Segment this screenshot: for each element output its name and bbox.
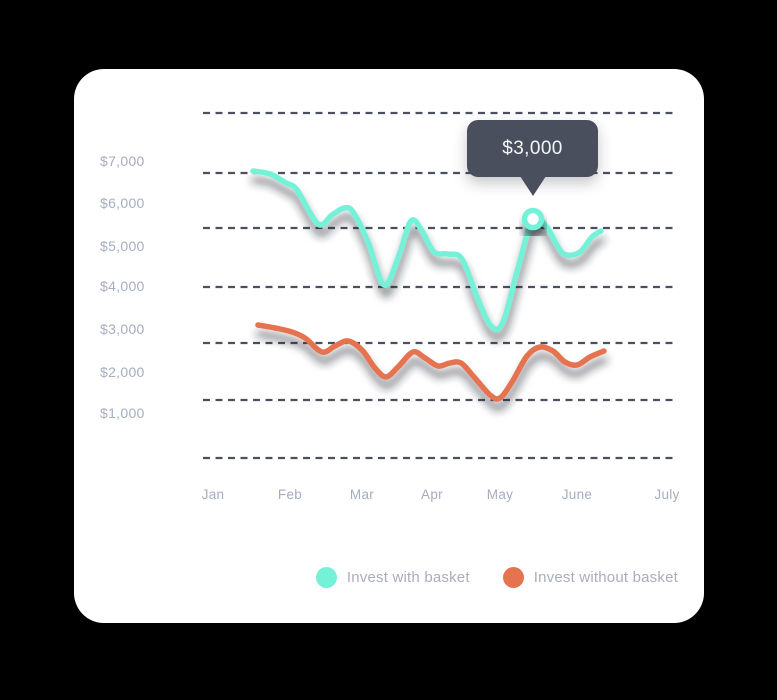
gridlines <box>203 111 677 460</box>
legend-dot-without-basket-icon <box>502 566 524 588</box>
tooltip: $3,000 <box>467 120 598 196</box>
x-tick-label: Apr <box>421 487 443 502</box>
y-tick-label: $1,000 <box>100 405 145 421</box>
line-invest-without-basket <box>255 322 607 402</box>
y-tick-label: $4,000 <box>100 278 145 294</box>
y-tick-label: $5,000 <box>100 238 145 254</box>
x-tick-label: Feb <box>277 487 303 502</box>
chart-canvas <box>203 111 677 460</box>
legend-dot-with-basket-icon <box>315 566 337 588</box>
tooltip-value: $3,000 <box>502 137 563 159</box>
tooltip-pointer-icon <box>519 176 546 196</box>
legend: Invest with basket Invest without basket <box>74 565 678 589</box>
legend-label-without-basket: Invest without basket <box>533 568 678 586</box>
chart-card: $7,000 $6,000 $5,000 $4,000 $3,000 $2,000 $1,0… <box>74 69 704 623</box>
x-tick-label: July <box>654 487 680 502</box>
legend-item-without-basket[interactable]: Invest without basket <box>502 566 678 588</box>
y-tick-label: $6,000 <box>100 195 145 211</box>
legend-item-with-basket[interactable]: Invest with basket <box>315 566 470 588</box>
x-tick-label: Jan <box>201 487 225 502</box>
y-tick-label: $7,000 <box>100 153 145 169</box>
x-tick-label: May <box>486 487 514 502</box>
legend-label-with-basket: Invest with basket <box>346 568 470 586</box>
y-tick-label: $3,000 <box>100 321 145 337</box>
x-tick-label: June <box>561 487 593 502</box>
line-invest-with-basket <box>250 168 604 332</box>
y-tick-label: $2,000 <box>100 364 145 380</box>
x-tick-label: Mar <box>349 487 375 502</box>
highlight-marker[interactable] <box>521 207 545 231</box>
